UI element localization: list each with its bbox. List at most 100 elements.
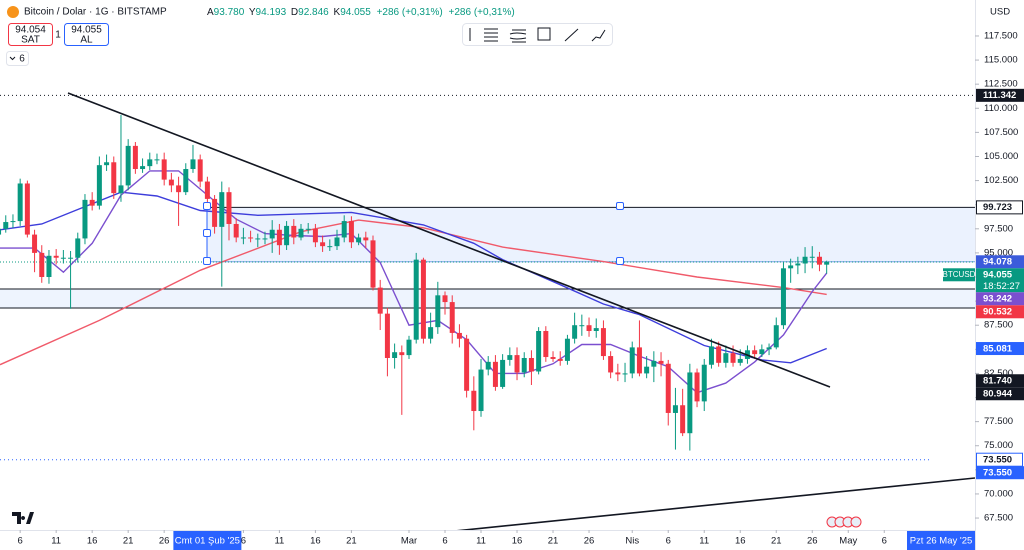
handle[interactable] [203, 257, 211, 265]
handle[interactable] [616, 202, 624, 210]
x-tick-label: 16 [735, 536, 746, 547]
x-tick-label: 26 [807, 536, 818, 547]
y-tick-label: 107.500 [984, 127, 1018, 138]
trend-line[interactable] [67, 92, 831, 388]
candle-body [39, 252, 45, 278]
tool-rect[interactable] [537, 27, 551, 41]
symbol-tag: BTCUSD [943, 270, 976, 279]
x-tick-label: 26 [584, 536, 595, 547]
x-tick-label: 6 [666, 536, 671, 547]
y-tick-label: 117.500 [984, 30, 1018, 41]
candle-body [168, 179, 174, 186]
candle-body [348, 221, 354, 243]
candle-body [485, 361, 491, 370]
indicators-toggle[interactable] [6, 51, 29, 66]
candle-body [370, 240, 376, 288]
candle-body [276, 229, 282, 246]
candle-body [521, 357, 527, 373]
candle-body [636, 347, 642, 374]
price-tag [976, 305, 1024, 319]
levels [0, 94, 975, 461]
candle-body [593, 328, 599, 331]
currency[interactable]: USD [990, 7, 1010, 18]
candle-body [723, 353, 729, 363]
candle-body [644, 366, 650, 374]
sell-label: SAT [21, 35, 40, 46]
candle-body [392, 352, 398, 358]
candle-body [456, 332, 462, 339]
candle-body [233, 223, 239, 238]
coin-icon [7, 6, 19, 18]
ma-line [0, 170, 828, 394]
price-tag [976, 200, 1023, 215]
ohlc-value: 94.055 [340, 7, 371, 18]
price-tag [976, 342, 1024, 356]
y-tick-label: 82.500 [984, 368, 1013, 379]
candle-body [17, 183, 23, 222]
handle[interactable] [203, 229, 211, 237]
x-tick-label: Nis [625, 536, 639, 547]
candle-body [420, 259, 426, 339]
tool-line[interactable] [564, 28, 579, 42]
candle-body [572, 325, 578, 339]
y-tick-label: 75.000 [984, 440, 1013, 451]
candle-body [3, 222, 9, 229]
sell-button[interactable] [8, 23, 53, 46]
candle-body [759, 349, 765, 355]
candle-body [298, 228, 304, 238]
x-tick-label: 21 [346, 536, 357, 547]
candle-body [0, 228, 2, 235]
candle-body [687, 372, 693, 434]
x-tick-label: 11 [51, 536, 61, 547]
candle-body [608, 356, 614, 373]
candle-body [60, 257, 66, 259]
price-tag-label: 85.081 [983, 343, 1013, 354]
candle-body [680, 405, 686, 434]
candle-body [219, 192, 225, 227]
price-tag-label: 73.550 [983, 455, 1012, 466]
candle-body [10, 221, 16, 223]
sell-price: 94.054 [15, 25, 46, 36]
candle-body [327, 246, 333, 248]
candle-body [68, 257, 74, 259]
ohlc-label: Y [249, 7, 256, 18]
tool-fib[interactable] [469, 28, 498, 42]
trend-line[interactable] [445, 477, 975, 532]
change: +286 (+0,31%) [377, 7, 443, 18]
candle-body [579, 325, 585, 327]
handle[interactable] [203, 202, 211, 210]
price-tag-label: 90.532 [983, 307, 1012, 318]
candle-body [24, 183, 30, 235]
candle-body [125, 145, 131, 186]
price-tag-label: 99.723 [983, 202, 1012, 213]
ohlc-value: 93.780 [214, 7, 245, 18]
tool-channel[interactable] [509, 29, 527, 43]
y-tick-label: 95.000 [984, 247, 1013, 258]
candle-body [96, 165, 102, 206]
candle-body [766, 347, 772, 350]
candle-body [665, 363, 671, 413]
handle[interactable] [616, 257, 624, 265]
candle-body [780, 268, 786, 326]
x-tick-label: 11 [274, 536, 284, 547]
symbol-title[interactable]: Bitcoin / Dolar · 1G · BITSTAMP [24, 7, 167, 18]
candle-body [701, 364, 707, 402]
flag-icon [850, 516, 862, 528]
candle-body [356, 237, 362, 243]
candle-body [716, 346, 722, 363]
ohlc-label: D [291, 7, 298, 18]
candle-body [708, 346, 714, 365]
x-tick-label: 6 [241, 536, 246, 547]
candle-body [442, 295, 448, 303]
x-tick-label: 21 [548, 536, 559, 547]
rectangle-zone [207, 207, 975, 262]
y-tick-label: 112.500 [984, 79, 1018, 90]
candle-body [586, 325, 592, 331]
y-tick-label: 102.500 [984, 175, 1018, 186]
tool-path[interactable] [591, 29, 606, 42]
candle-body [478, 369, 484, 412]
symbol-tag-bg [943, 268, 975, 282]
candle-body [132, 145, 138, 170]
buy-button[interactable] [64, 23, 109, 46]
x-tick-label: 16 [512, 536, 523, 547]
